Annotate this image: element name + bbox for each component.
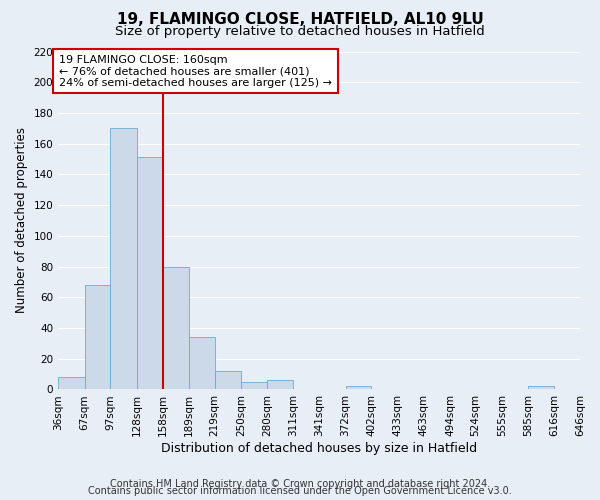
Text: Contains public sector information licensed under the Open Government Licence v3: Contains public sector information licen… <box>88 486 512 496</box>
Bar <box>528 386 554 390</box>
Bar <box>215 371 241 390</box>
Bar <box>346 386 371 390</box>
Bar <box>85 285 110 390</box>
Text: Size of property relative to detached houses in Hatfield: Size of property relative to detached ho… <box>115 25 485 38</box>
Bar <box>110 128 137 390</box>
X-axis label: Distribution of detached houses by size in Hatfield: Distribution of detached houses by size … <box>161 442 477 455</box>
Text: 19, FLAMINGO CLOSE, HATFIELD, AL10 9LU: 19, FLAMINGO CLOSE, HATFIELD, AL10 9LU <box>116 12 484 28</box>
Bar <box>189 337 215 390</box>
Bar <box>267 380 293 390</box>
Bar <box>241 382 267 390</box>
Text: Contains HM Land Registry data © Crown copyright and database right 2024.: Contains HM Land Registry data © Crown c… <box>110 479 490 489</box>
Bar <box>163 266 189 390</box>
Bar <box>137 158 163 390</box>
Bar <box>58 377 85 390</box>
Text: 19 FLAMINGO CLOSE: 160sqm
← 76% of detached houses are smaller (401)
24% of semi: 19 FLAMINGO CLOSE: 160sqm ← 76% of detac… <box>59 54 332 88</box>
Y-axis label: Number of detached properties: Number of detached properties <box>15 128 28 314</box>
